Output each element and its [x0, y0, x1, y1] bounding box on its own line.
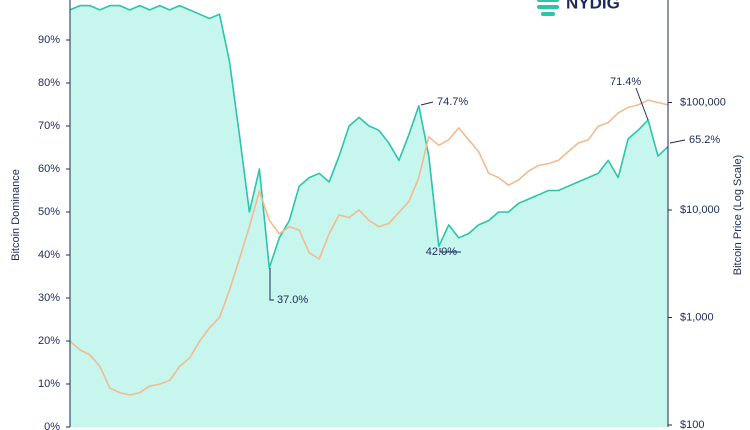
y-tick-label: 70% — [38, 120, 60, 132]
annotation: 37.0% — [277, 294, 308, 306]
price-line — [69, 99, 669, 396]
y2-tick-label: $1,000 — [680, 311, 714, 323]
y-axis-title: Bitcoin Dominance — [10, 169, 22, 261]
annotation-leader — [635, 87, 649, 121]
annotation-leader — [669, 139, 686, 144]
logo-icon — [537, 5, 559, 9]
y2-tick-label: $100,000 — [680, 96, 726, 108]
y-tick-label: 20% — [38, 335, 60, 347]
logo-text: NYDIG — [566, 0, 620, 12]
y2-tick-label: $10,000 — [680, 204, 720, 216]
y-tick-label: 10% — [38, 378, 60, 390]
annotation: 65.2% — [689, 134, 720, 146]
annotation: 74.7% — [437, 96, 468, 108]
logo-icon — [537, 0, 559, 2]
y-tick-label: 60% — [38, 163, 60, 175]
annotation: 42.0% — [426, 246, 457, 258]
y2-tick-label: $100 — [680, 419, 704, 430]
y-tick-label: 100% — [32, 0, 60, 3]
annotation: 71.4% — [610, 76, 641, 88]
y2-axis-title: Bitcoin Price (Log Scale) — [732, 155, 744, 275]
y-tick-label: 50% — [38, 206, 60, 218]
annotation-leader — [439, 248, 461, 253]
logo: NYDIG — [537, 0, 620, 16]
annotation-leader — [269, 268, 274, 301]
dominance-area — [70, 5, 668, 427]
y-tick-label: 40% — [38, 249, 60, 261]
y-tick-label: 80% — [38, 77, 60, 89]
y-tick-label: 0% — [44, 421, 60, 430]
annotation-leader — [420, 101, 434, 106]
logo-icon — [541, 12, 555, 16]
y-tick-label: 90% — [38, 34, 60, 46]
dominance-line — [69, 4, 669, 269]
y-tick-label: 30% — [38, 292, 60, 304]
plot: 0% 10% 20% 30% 40% 50% 60% 70% 80% 90% 100% $100 $1,… — [32, 0, 735, 430]
y2-tick-label: $1,000,000 — [680, 0, 735, 1]
